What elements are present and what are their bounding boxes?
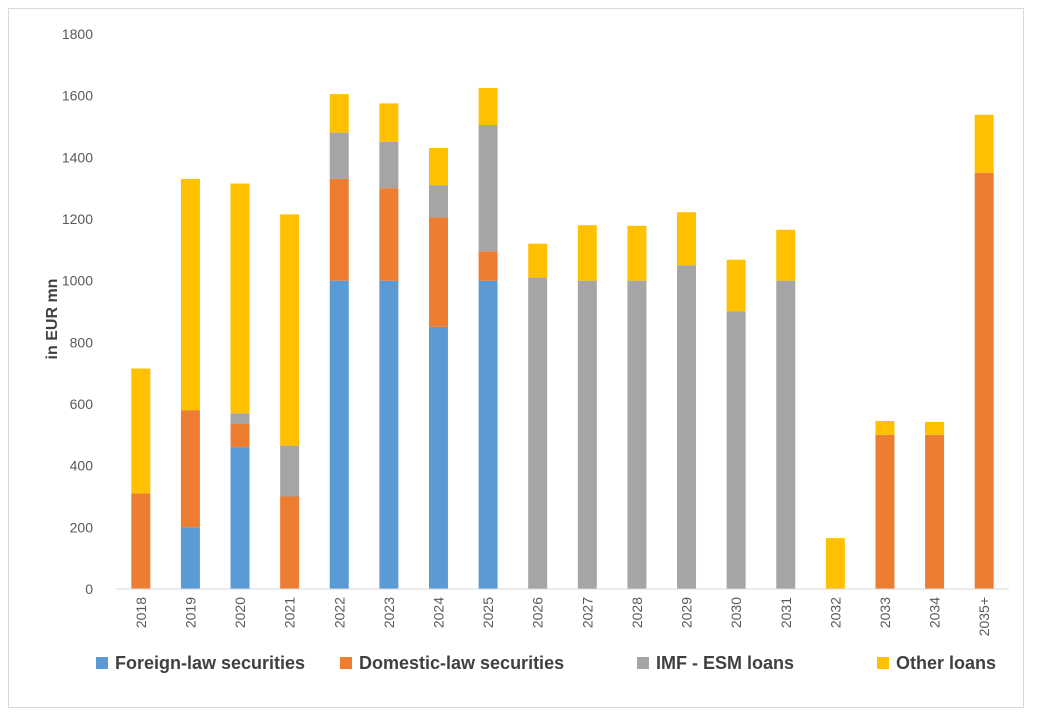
bar-segment: [180, 178, 200, 411]
bar-segment: [925, 421, 945, 435]
bar-segment: [974, 172, 994, 589]
bar-segment: [577, 280, 597, 589]
bar-segment: [577, 225, 597, 281]
bar-segment: [825, 538, 845, 589]
x-tick-label: 2024: [430, 597, 446, 628]
y-tick-label: 0: [85, 581, 93, 597]
legend-label: IMF - ESM loans: [656, 653, 794, 673]
bar-segment: [230, 183, 250, 414]
legend-swatch: [877, 657, 889, 669]
x-tick-label: 2019: [182, 597, 198, 628]
y-tick-label: 1800: [62, 26, 93, 42]
bar-segment: [974, 114, 994, 173]
y-tick-label: 800: [70, 334, 94, 350]
bar-segment: [428, 217, 448, 327]
bar-segment: [478, 87, 498, 125]
x-tick-label: 2034: [927, 597, 943, 628]
y-tick-label: 400: [70, 458, 94, 474]
y-tick-label: 1400: [62, 149, 93, 165]
x-tick-label: 2029: [679, 597, 695, 628]
x-tick-label: 2030: [728, 597, 744, 628]
bar-segment: [776, 229, 796, 281]
bar-segment: [280, 496, 300, 589]
y-axis-title: in EUR mn: [44, 279, 61, 360]
bars: [131, 87, 994, 589]
legend-swatch: [637, 657, 649, 669]
legend-swatch: [340, 657, 352, 669]
bar-segment: [677, 265, 697, 589]
bar-segment: [726, 259, 746, 312]
bar-segment: [528, 277, 548, 589]
bar-segment: [428, 148, 448, 186]
bar-segment: [776, 280, 796, 589]
x-axis-ticks: 2018 2019 2020 2021 2022 2023 2024 2025 2026 2027…: [133, 597, 992, 637]
y-tick-label: 1600: [62, 88, 93, 104]
bar-segment: [329, 94, 349, 133]
x-tick-label: 2018: [133, 597, 149, 628]
bar-segment: [379, 188, 399, 281]
y-tick-label: 1200: [62, 211, 93, 227]
bar-segment: [180, 527, 200, 589]
bar-segment: [379, 280, 399, 589]
x-tick-label: 2023: [381, 597, 397, 628]
y-tick-label: 1000: [62, 273, 93, 289]
bar-segment: [379, 141, 399, 189]
bar-segment: [428, 326, 448, 589]
x-tick-label: 2032: [827, 597, 843, 628]
bar-segment: [131, 368, 151, 494]
bar-segment: [528, 243, 548, 278]
bar-segment: [478, 280, 498, 589]
bar-segment: [131, 493, 151, 589]
legend-swatch: [96, 657, 108, 669]
bar-segment: [280, 445, 300, 497]
x-tick-label: 2033: [877, 597, 893, 628]
bar-segment: [329, 132, 349, 179]
bar-segment: [627, 280, 647, 589]
legend-label: Other loans: [896, 653, 996, 673]
bar-segment: [428, 185, 448, 218]
bar-segment: [677, 212, 697, 266]
x-tick-label: 2021: [282, 597, 298, 628]
x-tick-label: 2025: [480, 597, 496, 628]
bar-segment: [230, 447, 250, 589]
legend-label: Domestic-law securities: [359, 653, 564, 673]
x-tick-label: 2026: [530, 597, 546, 628]
x-tick-label: 2035+: [976, 597, 992, 636]
bar-segment: [230, 424, 250, 448]
bar-segment: [875, 434, 895, 589]
bar-segment: [726, 311, 746, 589]
bar-segment: [875, 420, 895, 435]
y-tick-label: 600: [70, 396, 94, 412]
stacked-bar-chart: in EUR mn 0 200 400 600 800 1000 1200 1400 1600 1…: [44, 26, 1009, 673]
bar-segment: [478, 251, 498, 281]
bar-segment: [280, 214, 300, 446]
x-tick-label: 2027: [579, 597, 595, 628]
bar-segment: [478, 124, 498, 252]
bar-segment: [925, 434, 945, 589]
bar-segment: [329, 178, 349, 281]
bar-segment: [230, 413, 250, 425]
y-tick-label: 200: [70, 519, 94, 535]
bar-segment: [627, 225, 647, 281]
bar-segment: [180, 410, 200, 528]
x-tick-label: 2031: [778, 597, 794, 628]
x-tick-label: 2028: [629, 597, 645, 628]
x-tick-label: 2022: [331, 597, 347, 628]
bar-segment: [379, 103, 399, 142]
chart-frame: in EUR mn 0 200 400 600 800 1000 1200 1400 1600 1…: [8, 8, 1024, 708]
legend: Foreign-law securities Domestic-law secur…: [96, 653, 996, 673]
legend-label: Foreign-law securities: [115, 653, 305, 673]
y-axis-ticks: 0 200 400 600 800 1000 1200 1400 1600 1800: [62, 26, 93, 597]
bar-segment: [329, 280, 349, 589]
x-tick-label: 2020: [232, 597, 248, 628]
